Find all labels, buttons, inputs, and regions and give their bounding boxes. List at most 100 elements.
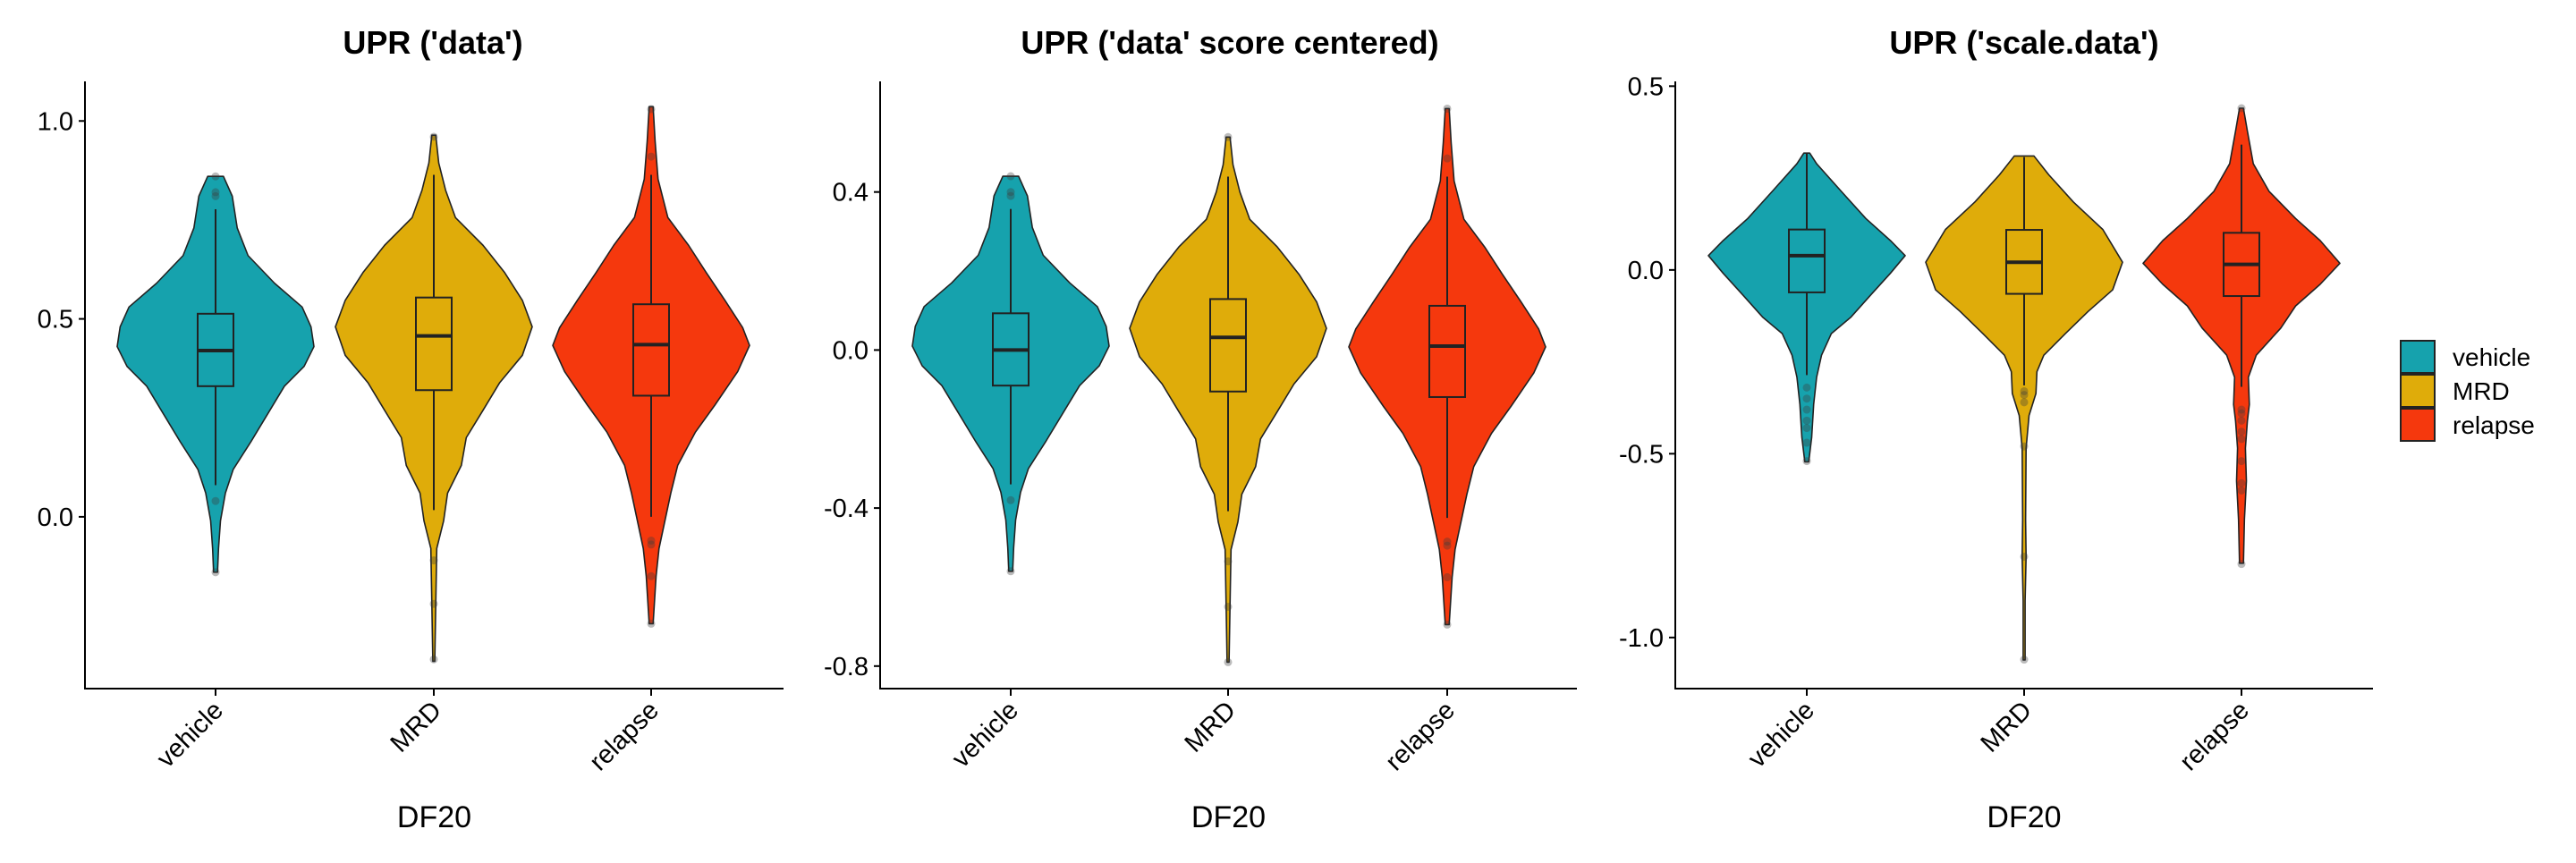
outlier-point	[1443, 104, 1452, 113]
y-tick-label: 0.4	[833, 179, 869, 207]
outlier-point	[2237, 427, 2246, 436]
y-tick-label: -0.5	[1619, 440, 1664, 469]
outlier-point	[2237, 104, 2246, 113]
box-iqr	[415, 296, 453, 392]
outlier-point	[1443, 541, 1452, 550]
y-tick-label: -0.4	[824, 495, 869, 523]
outlier-point	[1802, 438, 1811, 447]
outlier-point	[2237, 416, 2246, 425]
outlier-point	[647, 536, 656, 545]
violin-group-vehicle	[1707, 152, 1906, 466]
outlier-point	[2237, 560, 2246, 569]
outlier-point	[211, 496, 220, 505]
x-tick-label: relapse	[584, 696, 665, 776]
x-tick-label: vehicle	[946, 696, 1023, 773]
outlier-point	[647, 571, 656, 580]
legend-key-relapse	[2400, 408, 2436, 442]
outlier-point	[2237, 405, 2246, 414]
outlier-point	[2020, 656, 2029, 664]
outlier-point	[2237, 409, 2246, 418]
outlier-point	[1443, 572, 1452, 581]
y-tick-label: -1.0	[1619, 624, 1664, 653]
outlier-point	[647, 619, 656, 628]
violin-group-MRD	[1129, 132, 1327, 666]
x-tick-label: MRD	[1976, 696, 2038, 757]
violin-group-relapse	[552, 105, 750, 628]
outlier-point	[1006, 495, 1015, 504]
x-tick-label: relapse	[2174, 696, 2255, 776]
y-tick-label: 0.5	[1628, 72, 1664, 101]
violin-group-relapse	[2142, 104, 2341, 569]
y-tick-label: 1.0	[38, 107, 73, 136]
panel-title: UPR ('scale.data')	[1889, 24, 2158, 61]
outlier-point	[2237, 457, 2246, 466]
x-tick-label: MRD	[386, 696, 447, 757]
y-tick-label: 0.0	[1628, 257, 1664, 285]
outlier-point	[211, 568, 220, 577]
outlier-point	[1802, 416, 1811, 425]
y-tick-label: 0.5	[38, 306, 73, 334]
violin-group-MRD	[1925, 155, 2123, 664]
outlier-point	[2020, 442, 2029, 451]
box-iqr	[1788, 228, 1826, 293]
outlier-point	[1443, 154, 1452, 163]
legend-label: MRD	[2453, 377, 2510, 405]
y-tick-label: -0.8	[824, 653, 869, 681]
violin-group-MRD	[335, 132, 533, 664]
panel-title: UPR ('data')	[343, 24, 522, 61]
legend-key-vehicle	[2400, 340, 2436, 374]
x-axis-title: DF20	[397, 800, 471, 834]
x-tick-label: vehicle	[151, 696, 228, 773]
outlier-point	[2020, 552, 2029, 561]
x-axis-title: DF20	[1191, 800, 1266, 834]
outlier-point	[1443, 537, 1452, 546]
outlier-point	[1224, 657, 1233, 666]
legend-label: relapse	[2453, 411, 2535, 439]
y-tick-label: 0.0	[833, 336, 869, 365]
outlier-point	[2020, 398, 2029, 407]
outlier-point	[1443, 620, 1452, 629]
outlier-point	[2237, 478, 2246, 487]
outlier-point	[1224, 603, 1233, 612]
x-axis-title: DF20	[1987, 800, 2061, 834]
outlier-point	[1802, 394, 1811, 403]
outlier-point	[2237, 486, 2246, 495]
box-iqr	[632, 303, 670, 397]
outlier-point	[647, 105, 656, 114]
outlier-point	[211, 188, 220, 197]
outlier-point	[1224, 132, 1233, 141]
panel-2: UPR ('data' score centered) -0.8 -0.4 0.0 0.…	[824, 24, 1577, 834]
outlier-point	[429, 132, 438, 141]
outlier-point	[1802, 424, 1811, 433]
outlier-point	[429, 655, 438, 664]
outlier-point	[429, 556, 438, 565]
violin-group-vehicle	[911, 172, 1110, 576]
legend: vehicle MRD relapse	[2400, 340, 2535, 442]
panel-1: UPR ('data') 0.0 0.5 1.0 vehicle MRD relapse DF…	[38, 24, 784, 834]
outlier-point	[211, 172, 220, 181]
violin-group-vehicle	[116, 172, 315, 577]
outlier-point	[429, 599, 438, 608]
legend-key-MRD	[2400, 374, 2436, 408]
y-tick-label: 0.0	[38, 503, 73, 532]
box-iqr	[1428, 304, 1466, 398]
violin-MRD	[1925, 155, 2123, 661]
outlier-point	[211, 191, 220, 200]
legend-label: vehicle	[2453, 343, 2530, 371]
violin-group-relapse	[1348, 104, 1546, 629]
outlier-point	[1802, 457, 1811, 466]
outlier-point	[1006, 188, 1015, 197]
outlier-point	[1006, 172, 1015, 181]
outlier-point	[2237, 435, 2246, 444]
panel-title: UPR ('data' score centered)	[1021, 24, 1438, 61]
outlier-point	[647, 152, 656, 161]
outlier-point	[1802, 405, 1811, 414]
outlier-point	[1802, 383, 1811, 392]
outlier-point	[647, 540, 656, 549]
panel-3: UPR ('scale.data') -1.0 -0.5 0.0 0.5 vehicle M…	[1619, 24, 2373, 834]
x-tick-label: vehicle	[1742, 696, 1819, 773]
box-iqr	[1209, 298, 1247, 393]
outlier-point	[2020, 391, 2029, 400]
outlier-point	[1224, 557, 1233, 566]
